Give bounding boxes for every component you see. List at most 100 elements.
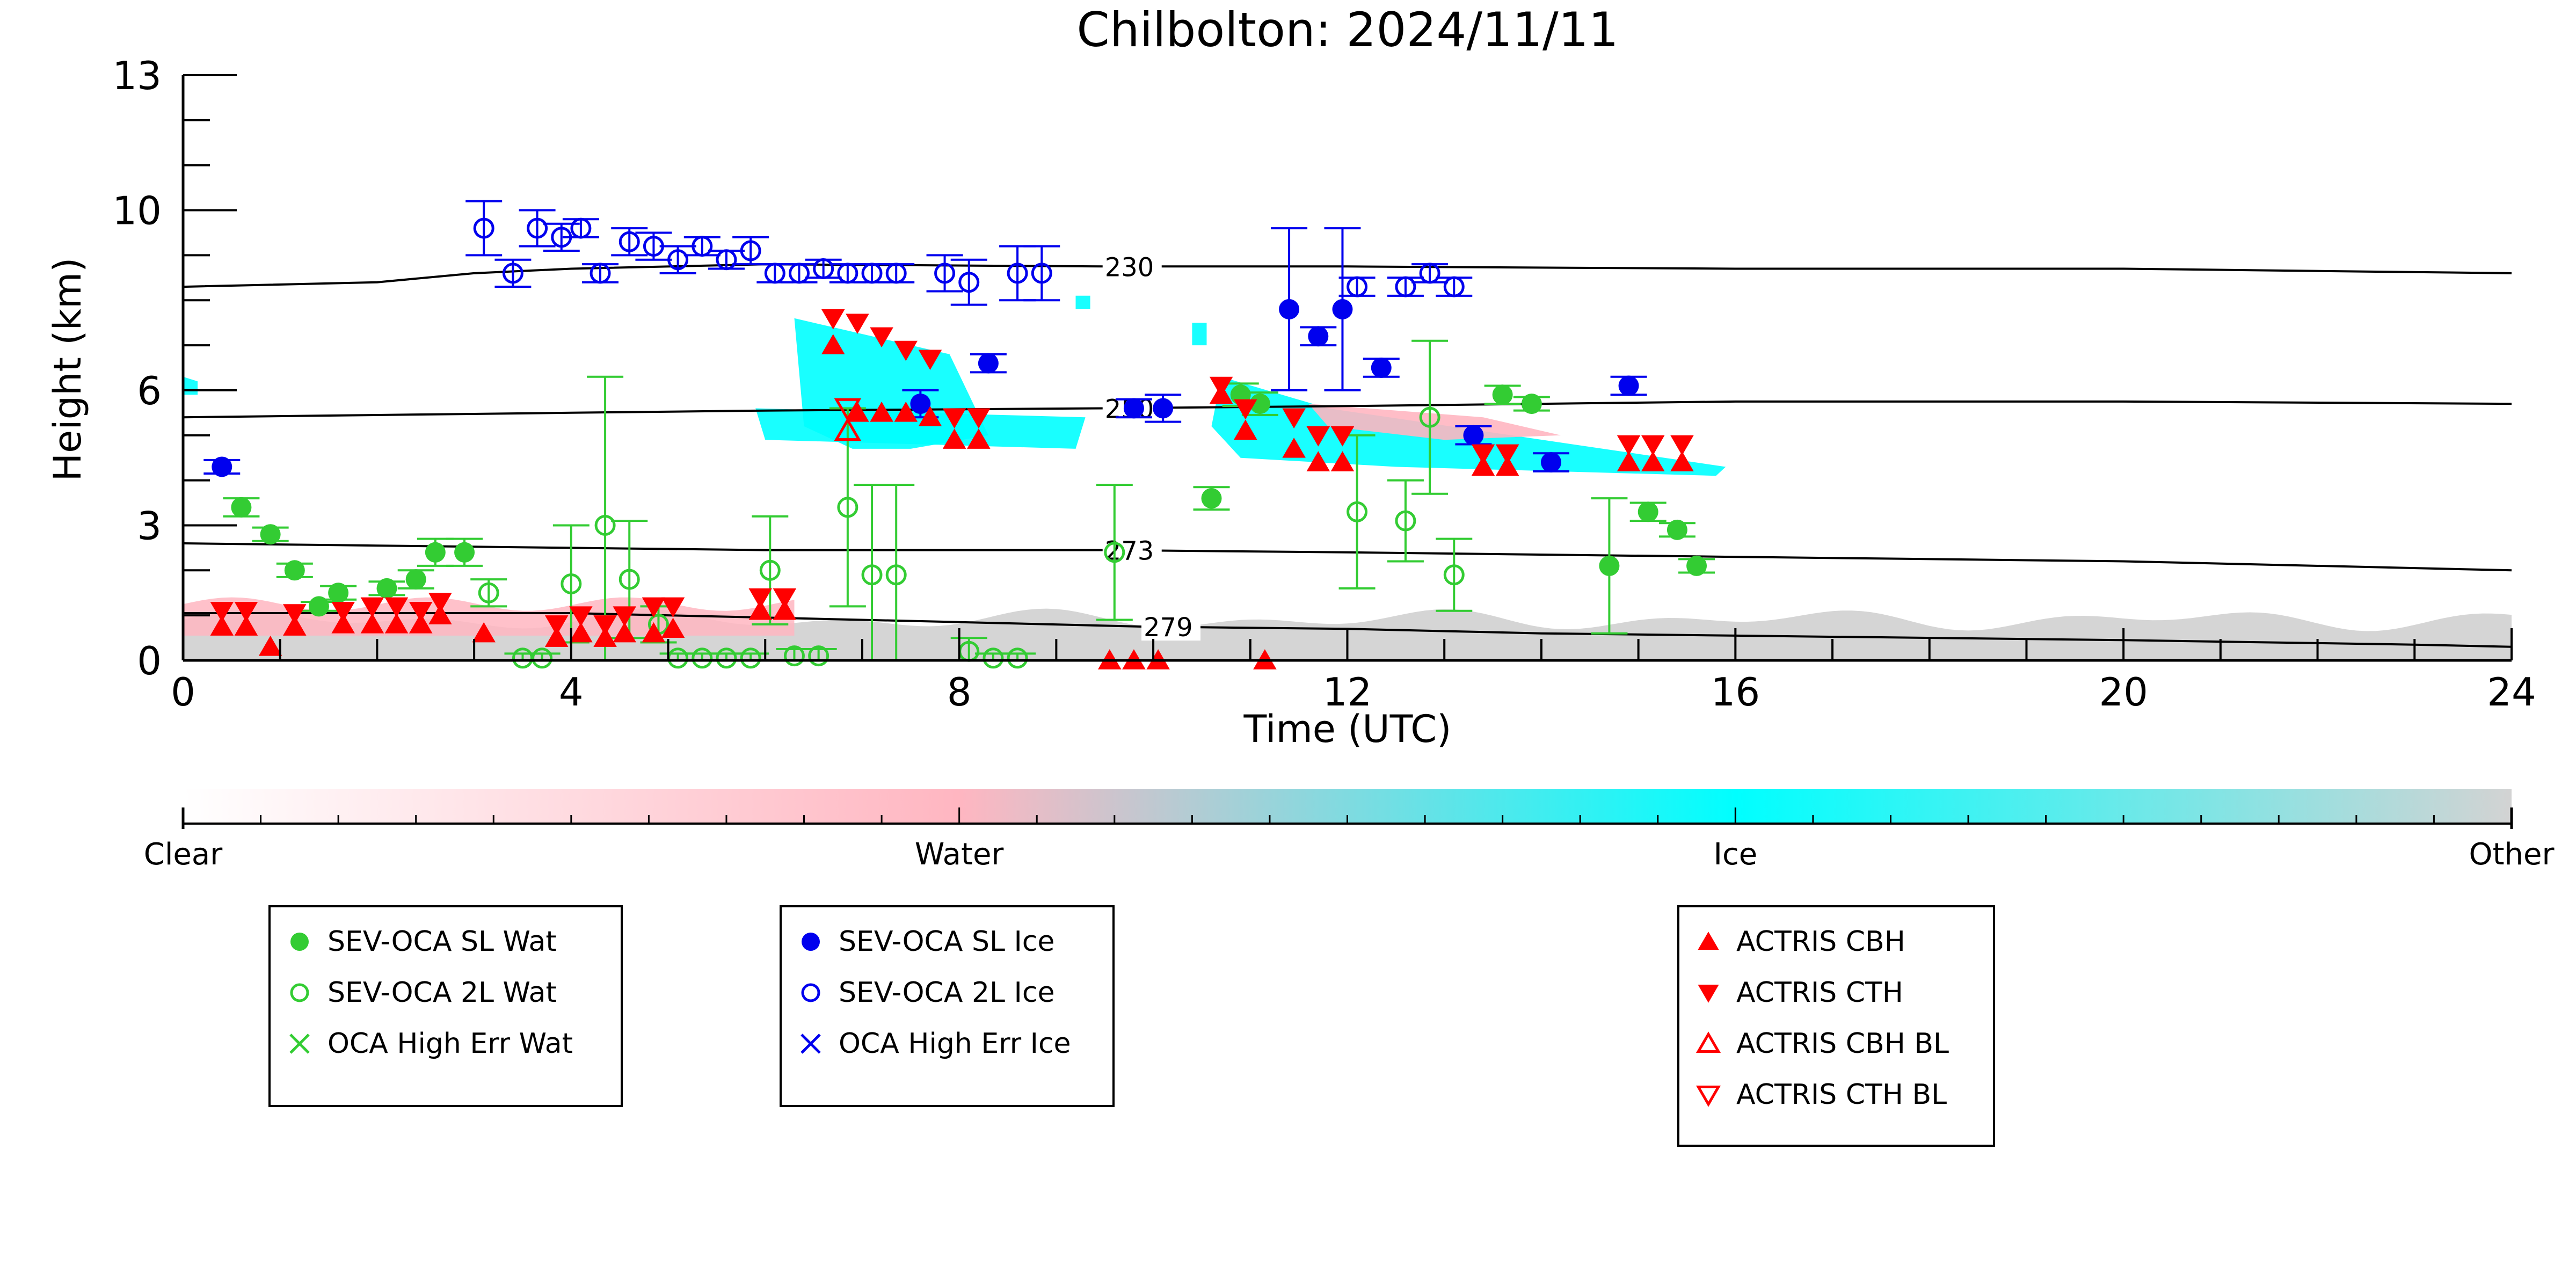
x-tick-label: 12 [1323, 670, 1372, 715]
error-bar [1387, 276, 1424, 297]
error-bar [854, 263, 891, 283]
data-point [692, 647, 713, 669]
contour-273 [183, 542, 2512, 572]
legend-item-actris-cth-bl: ACTRIS CTH BL [1692, 1073, 1947, 1116]
data-point [384, 613, 409, 634]
error-bar [999, 245, 1036, 302]
data-point [1153, 398, 1174, 419]
data-point [1347, 501, 1368, 522]
legend-water: SEV-OCA SL Wat SEV-OCA 2L Wat OCA High Err… [268, 905, 623, 1107]
legend-label: ACTRIS CBH BL [1736, 1028, 1949, 1060]
data-point [331, 602, 355, 622]
legend-label: OCA High Err Wat [328, 1028, 573, 1060]
data-point [837, 497, 858, 518]
data-point [283, 615, 307, 636]
data-point [861, 263, 883, 284]
legend-item-sev-oca-2l-wat: SEV-OCA 2L Wat [283, 971, 557, 1014]
error-bar [1096, 484, 1133, 621]
legend-marker-icon [290, 983, 309, 1002]
legend-label: ACTRIS CTH BL [1736, 1079, 1947, 1111]
data-point [1641, 451, 1665, 471]
data-point [870, 401, 893, 422]
data-point [692, 236, 713, 257]
data-point [1282, 438, 1306, 458]
data-point [502, 263, 523, 284]
data-point [958, 272, 980, 293]
legend-marker [1698, 984, 1719, 1003]
data-point [210, 615, 234, 636]
data-point [1471, 444, 1495, 465]
legend-ice: SEV-OCA SL Ice SEV-OCA 2L Ice OCA High Err… [780, 905, 1115, 1107]
error-bar [805, 258, 842, 279]
data-point [748, 599, 772, 620]
legend-label: ACTRIS CTH [1736, 977, 1903, 1009]
legend-marker-icon [802, 933, 820, 951]
data-point [813, 258, 834, 280]
data-point [234, 602, 258, 622]
data-point [283, 604, 307, 624]
data-point [967, 408, 991, 429]
series-actris-cth [210, 309, 1694, 636]
data-point [870, 327, 893, 348]
data-point [405, 569, 426, 590]
error-bar [1387, 479, 1424, 563]
data-point [527, 217, 548, 239]
data-point [1667, 519, 1687, 540]
data-point [783, 645, 805, 667]
colorbar-label-water: Water [915, 837, 1005, 872]
series-sev-oca-2l-wat [470, 339, 1473, 669]
data-point [1249, 394, 1270, 414]
legend-marker [1695, 1085, 1721, 1107]
data-point [1492, 384, 1513, 405]
series-actris-cbh-bl [834, 417, 862, 441]
chart-title: Chilbolton: 2024/11/11 [1076, 2, 1618, 57]
data-point [834, 398, 862, 422]
data-point [260, 524, 281, 545]
data-point [1670, 435, 1694, 456]
data-point [1540, 452, 1561, 473]
data-point [613, 606, 636, 627]
data-point [1443, 564, 1465, 586]
y-tick-label: 13 [112, 53, 162, 98]
legend-marker-icon [290, 933, 309, 951]
legend-marker-icon [801, 983, 820, 1002]
data-point [1686, 555, 1707, 576]
data-point [594, 514, 616, 536]
legend-marker [802, 933, 820, 951]
data-point [210, 602, 234, 622]
data-point [593, 627, 617, 647]
data-point [1670, 451, 1694, 471]
x-tick-label: 8 [947, 670, 972, 715]
data-point [788, 263, 810, 284]
data-point [1306, 426, 1330, 447]
legend-item-sev-oca-2l-ice: SEV-OCA 2L Ice [795, 971, 1054, 1014]
contour-label-279: 279 [1144, 613, 1193, 643]
y-tick-label: 10 [112, 188, 162, 234]
cloud-region-3 [1308, 404, 1561, 440]
colorbar: Clear Water Ice Other [144, 789, 2555, 872]
error-bar [756, 263, 794, 283]
data-point [716, 249, 737, 271]
data-point [478, 582, 499, 603]
data-point [1395, 276, 1416, 297]
data-point [1419, 263, 1440, 284]
data-point [1521, 394, 1542, 414]
data-point [384, 597, 409, 618]
x-tick-label: 16 [1711, 670, 1760, 715]
legend-marker-icon [1698, 932, 1719, 950]
data-point [1308, 326, 1329, 347]
error-bar [1436, 276, 1473, 297]
data-point [425, 542, 446, 563]
legend-marker-icon [1698, 984, 1719, 1003]
contour-label-bg-279 [1141, 613, 1201, 641]
data-point [773, 588, 797, 609]
colorbar-label-ice: Ice [1713, 837, 1757, 872]
legend-item-actris-cth: ACTRIS CTH [1692, 971, 1903, 1014]
data-point [1233, 419, 1257, 440]
data-point [1306, 451, 1330, 471]
data-point [759, 559, 781, 581]
legend-label: SEV-OCA 2L Wat [328, 977, 557, 1009]
data-point [544, 627, 569, 647]
data-point [231, 497, 252, 518]
data-point [808, 645, 829, 667]
